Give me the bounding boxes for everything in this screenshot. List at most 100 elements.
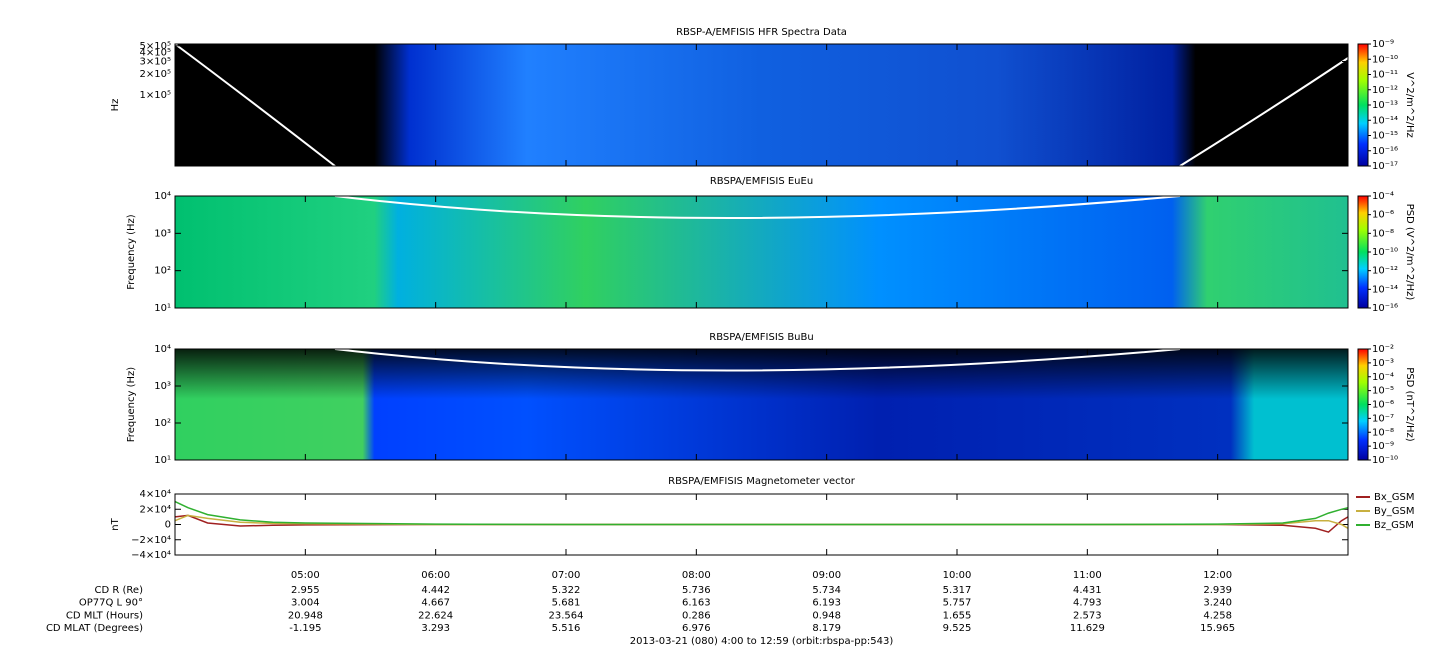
legend-label: By_GSM (1374, 506, 1415, 517)
colorbar-tick-label: 10⁻¹³ (1372, 100, 1398, 111)
colorbar-tick-label: 10⁻⁶ (1372, 210, 1394, 221)
ephemeris-value: 4.793 (1073, 598, 1102, 609)
colorbar-tick-label: 10⁻² (1372, 344, 1394, 355)
plot-frame (174, 348, 1349, 461)
ephemeris-value: 1.655 (943, 610, 972, 621)
ephemeris-value: 11.629 (1070, 623, 1105, 634)
colorbar-tick-label: 10⁻¹⁶ (1372, 146, 1398, 157)
colorbar-tick-label: 10⁻¹⁰ (1372, 54, 1398, 65)
ephemeris-value: 4.667 (421, 598, 450, 609)
y-tick-label: 10⁴ (154, 191, 171, 202)
plot-frame (174, 493, 1349, 556)
ephemeris-value: 0.948 (812, 610, 841, 621)
plot-frame (174, 195, 1349, 309)
ephemeris-value: 6.163 (682, 598, 711, 609)
y-tick-label: −2×10⁴ (131, 535, 171, 546)
colorbar-tick-label: 10⁻⁵ (1372, 386, 1394, 397)
colorbar-tick-label: 10⁻¹² (1372, 85, 1398, 96)
legend-label: Bx_GSM (1374, 492, 1415, 503)
y-tick-label: 0 (165, 520, 171, 531)
ephemeris-value: 20.948 (288, 610, 323, 621)
ephemeris-value: -1.195 (289, 623, 321, 634)
y-tick-label: 2×10⁴ (140, 504, 171, 515)
colorbar-tick-label: 10⁻⁴ (1372, 372, 1394, 383)
y-tick-label: 10³ (154, 381, 171, 392)
ephemeris-value: 4.431 (1073, 585, 1102, 596)
ephemeris-value: 4.258 (1203, 610, 1232, 621)
colorbar-tick-label: 10⁻¹⁰ (1372, 455, 1398, 466)
ephemeris-value: 5.322 (552, 585, 581, 596)
ephemeris-value: 5.757 (943, 598, 972, 609)
y-tick-label: 10¹ (154, 455, 171, 466)
y-tick-label: 10⁴ (154, 344, 171, 355)
x-tick-label: 12:00 (1203, 570, 1232, 581)
data-line (174, 514, 1349, 529)
ephemeris-row-label: CD MLAT (Degrees) (46, 623, 143, 634)
ephemeris-value: 6.193 (812, 598, 841, 609)
colorbar-tick-label: 10⁻⁷ (1372, 413, 1394, 424)
y-tick-label: 10² (154, 266, 171, 277)
ephemeris-value: 3.293 (421, 623, 450, 634)
colorbar-tick-label: 10⁻⁹ (1372, 39, 1394, 50)
ephemeris-value: 22.624 (418, 610, 453, 621)
ephemeris-value: 3.240 (1203, 598, 1232, 609)
plot-frame (174, 43, 1349, 167)
y-tick-label: 3×10⁵ (140, 56, 171, 67)
colorbar-label: PSD (V^2/m^2/Hz) (1404, 204, 1415, 301)
ephemeris-value: 2.955 (291, 585, 320, 596)
footer: 2013-03-21 (080) 4:00 to 12:59 (orbit:rb… (630, 636, 894, 647)
colorbar-tick-label: 10⁻⁴ (1372, 191, 1394, 202)
x-tick-label: 08:00 (682, 570, 711, 581)
ephemeris-value: 4.442 (421, 585, 450, 596)
y-tick-label: 4×10⁵ (140, 48, 171, 59)
x-tick-label: 07:00 (552, 570, 581, 581)
ephemeris-value: 5.317 (943, 585, 972, 596)
ephemeris-value: 9.525 (943, 623, 972, 634)
ephemeris-value: 2.573 (1073, 610, 1102, 621)
ephemeris-value: 5.734 (812, 585, 841, 596)
colorbar-tick-label: 10⁻⁸ (1372, 427, 1394, 438)
ephemeris-value: 8.179 (812, 623, 841, 634)
panel-title: RBSPA/EMFISIS Magnetometer vector (668, 476, 856, 487)
colorbar-tick-label: 10⁻¹⁴ (1372, 284, 1398, 295)
colorbar-tick-label: 10⁻¹⁷ (1372, 161, 1398, 172)
colorbar (1357, 195, 1369, 309)
y-tick-label: 10³ (154, 228, 171, 239)
colorbar-tick-label: 10⁻¹² (1372, 266, 1398, 277)
ephemeris-row-label: OP77Q L 90° (79, 598, 143, 609)
colorbar-tick-label: 10⁻¹⁵ (1372, 131, 1398, 142)
x-tick-label: 06:00 (421, 570, 450, 581)
ephemeris-value: 2.939 (1203, 585, 1232, 596)
x-tick-label: 10:00 (943, 570, 972, 581)
ephemeris-value: 6.976 (682, 623, 711, 634)
colorbar-tick-label: 10⁻¹⁶ (1372, 303, 1398, 314)
panel-title: RBSPA/EMFISIS EuEu (710, 176, 813, 187)
ephemeris-row-label: CD R (Re) (95, 585, 144, 596)
y-tick-label: 10¹ (154, 303, 171, 314)
panel-title: RBSP-A/EMFISIS HFR Spectra Data (676, 27, 847, 38)
x-tick-label: 09:00 (812, 570, 841, 581)
colorbar-tick-label: 10⁻⁶ (1372, 400, 1394, 411)
y-tick-label: 2×10⁵ (140, 69, 171, 80)
colorbar (1357, 348, 1369, 461)
colorbar-tick-label: 10⁻⁹ (1372, 441, 1394, 452)
colorbar-tick-label: 10⁻⁸ (1372, 228, 1394, 239)
spectrogram-image (174, 43, 1349, 460)
colorbar-tick-label: 10⁻¹¹ (1372, 70, 1398, 81)
colorbar-label: PSD (nT^2/Hz) (1404, 367, 1415, 441)
ephemeris-value: 3.004 (291, 598, 320, 609)
y-axis-label: Hz (110, 99, 121, 112)
y-axis-label: Frequency (Hz) (126, 214, 137, 290)
y-tick-label: 5×10⁵ (140, 41, 171, 52)
x-tick-label: 05:00 (291, 570, 320, 581)
legend-label: Bz_GSM (1374, 520, 1414, 531)
colorbar-tick-label: 10⁻¹⁰ (1372, 247, 1398, 258)
y-tick-label: −4×10⁴ (131, 550, 171, 561)
ephemeris-value: 15.965 (1200, 623, 1235, 634)
ephemeris-value: 0.286 (682, 610, 711, 621)
ephemeris-value: 5.516 (552, 623, 581, 634)
ephemeris-row-label: CD MLT (Hours) (66, 610, 143, 621)
ephemeris-value: 5.736 (682, 585, 711, 596)
x-tick-label: 11:00 (1073, 570, 1102, 581)
